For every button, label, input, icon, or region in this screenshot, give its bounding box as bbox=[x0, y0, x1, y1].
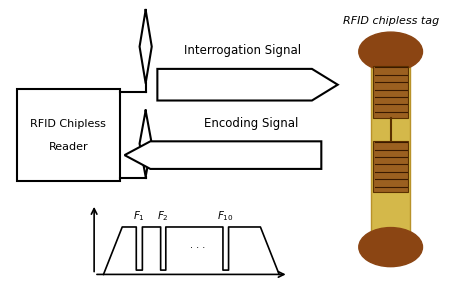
Text: Interrogation Signal: Interrogation Signal bbox=[184, 45, 301, 57]
Bar bbox=[371, 54, 410, 256]
Text: $F_2$: $F_2$ bbox=[157, 209, 169, 223]
Circle shape bbox=[359, 228, 422, 267]
Text: RFID Chipless: RFID Chipless bbox=[30, 118, 106, 129]
Text: $F_1$: $F_1$ bbox=[133, 209, 145, 223]
Text: · · ·: · · · bbox=[190, 243, 205, 253]
Text: $F_{10}$: $F_{10}$ bbox=[218, 209, 234, 223]
Bar bbox=[373, 141, 409, 193]
Text: RFID chipless tag: RFID chipless tag bbox=[343, 16, 439, 26]
Text: Reader: Reader bbox=[48, 142, 88, 151]
Text: Encoding Signal: Encoding Signal bbox=[204, 117, 298, 130]
Circle shape bbox=[359, 32, 422, 71]
Bar bbox=[17, 89, 120, 181]
Bar bbox=[373, 66, 409, 118]
FancyArrow shape bbox=[125, 141, 321, 169]
FancyArrow shape bbox=[157, 69, 337, 100]
